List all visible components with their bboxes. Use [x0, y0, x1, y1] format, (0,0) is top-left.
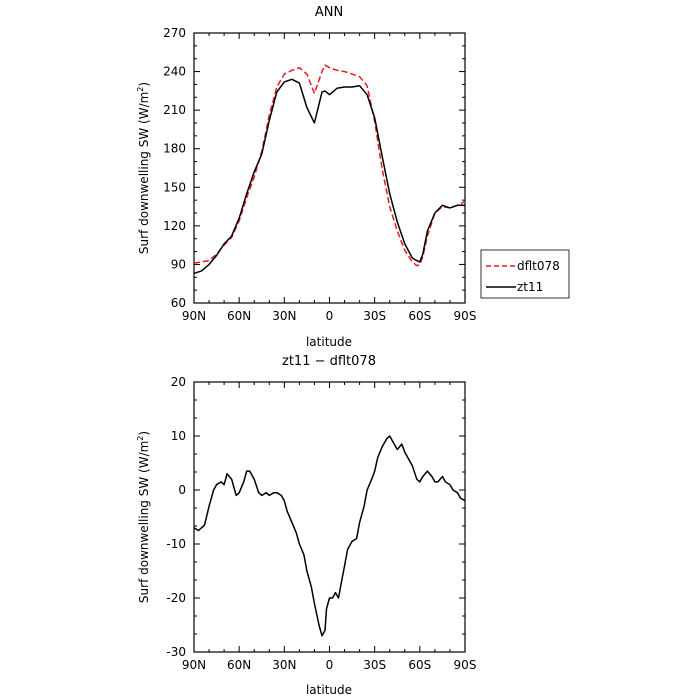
bottom-panel-frame: [193, 381, 466, 653]
y-tick-label: -20: [166, 591, 186, 605]
series-line-dflt078: [193, 64, 466, 267]
y-tick-label: 120: [163, 219, 186, 233]
y-tick-label: 60: [171, 296, 186, 310]
y-tick-label: 10: [171, 429, 186, 443]
legend: dflt078 zt11: [480, 249, 570, 299]
bottom-panel-ylabel: Surf downwelling SW (W/m2): [136, 431, 151, 603]
top-panel-xlabel: latitude: [306, 335, 352, 349]
x-tick-label: 0: [326, 309, 334, 323]
legend-box: [480, 249, 570, 299]
y-tick-label: 0: [178, 483, 186, 497]
legend-label-dflt078: dflt078: [517, 259, 560, 273]
y-tick-label: 150: [163, 180, 186, 194]
x-tick-label: 90S: [454, 309, 477, 323]
legend-label-zt11: zt11: [517, 280, 543, 294]
y-tick-label: 270: [163, 26, 186, 40]
top-panel-frame: [193, 32, 466, 304]
bottom-panel: zt11 − dflt078 90N 60N 30N 0 30S 60S 90S -30 -20…: [136, 354, 476, 697]
y-tick-label: 180: [163, 142, 186, 156]
y-tick-label: 240: [163, 65, 186, 79]
x-tick-label: 90S: [454, 658, 477, 672]
x-tick-label: 30S: [363, 658, 386, 672]
x-tick-label: 30S: [363, 309, 386, 323]
top-panel: ANN 90N 60N 30N 0 30S 60S 90S 60 90 120 150 180 210 2…: [136, 5, 570, 349]
x-tick-label: 30N: [272, 309, 296, 323]
x-tick-label: 90N: [182, 658, 206, 672]
top-panel-title: ANN: [315, 5, 343, 20]
y-tick-label: -30: [166, 645, 186, 659]
x-tick-label: 60S: [408, 309, 431, 323]
y-tick-label: 20: [171, 375, 186, 389]
x-tick-label: 60N: [227, 658, 251, 672]
x-tick-label: 60S: [408, 658, 431, 672]
y-tick-label: 90: [171, 257, 186, 271]
y-tick-label: 210: [163, 103, 186, 117]
top-panel-ylabel: Surf downwelling SW (W/m2): [136, 82, 151, 254]
x-tick-label: 30N: [272, 658, 296, 672]
x-tick-label: 90N: [182, 309, 206, 323]
series-line-panel1-series0: [193, 435, 466, 637]
bottom-panel-xlabel: latitude: [306, 683, 352, 697]
series-line-zt11: [193, 78, 465, 275]
x-tick-label: 60N: [227, 309, 251, 323]
bottom-panel-title: zt11 − dflt078: [282, 354, 376, 369]
y-tick-label: -10: [166, 537, 186, 551]
x-tick-label: 0: [326, 658, 334, 672]
